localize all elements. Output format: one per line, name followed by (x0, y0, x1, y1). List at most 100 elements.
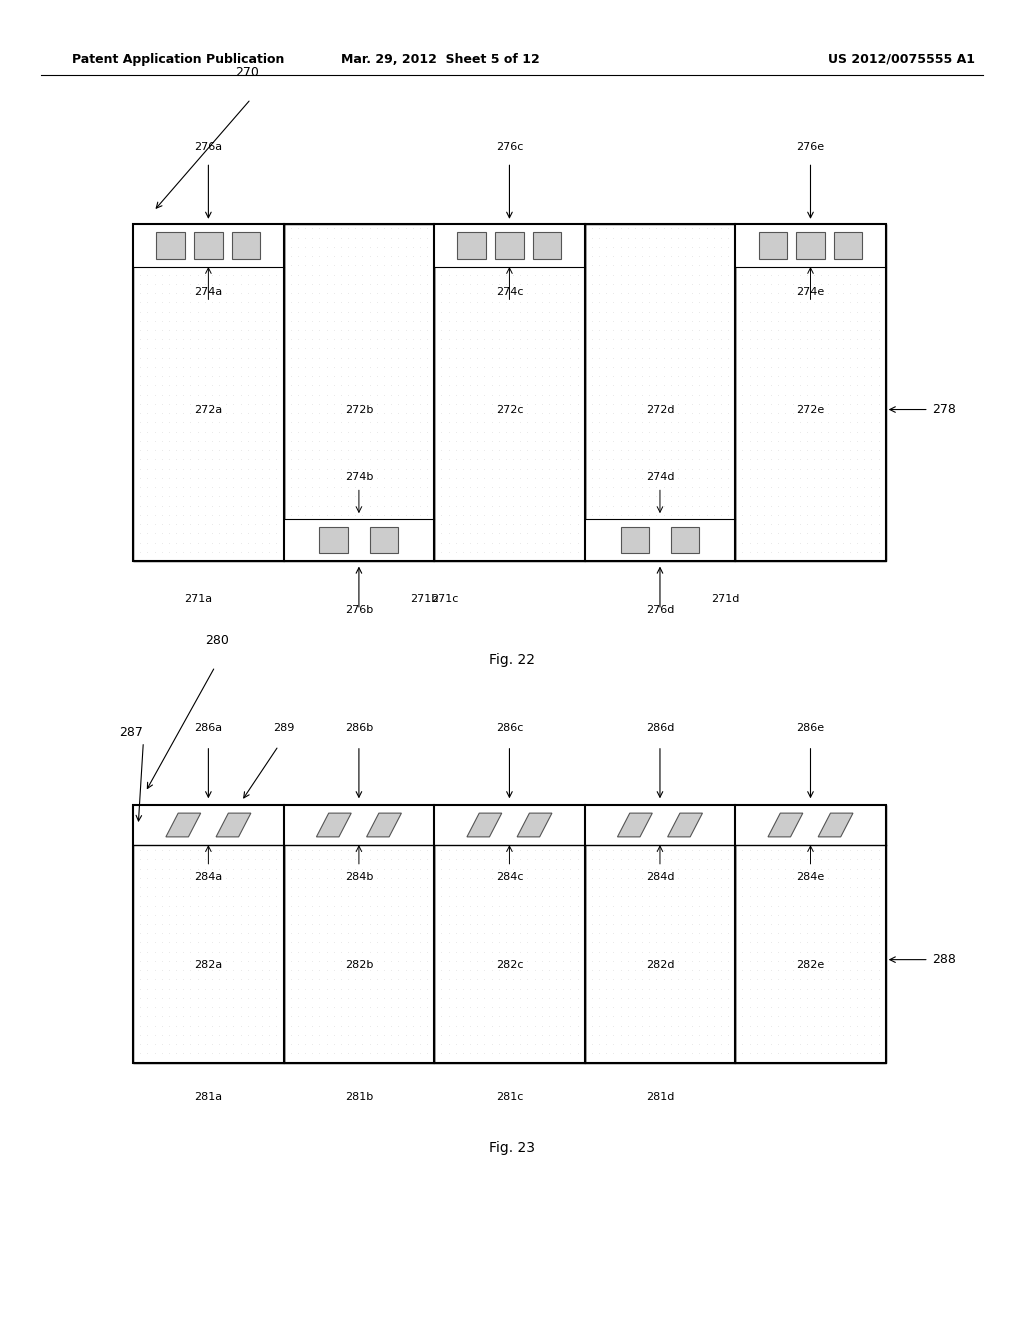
Point (720, 366, 736, 387)
Point (799, 803, 815, 824)
Point (641, 513, 657, 535)
Point (490, 541, 507, 562)
Point (763, 255, 779, 276)
Point (369, 532, 385, 553)
Point (225, 430, 242, 451)
Point (455, 347, 471, 368)
Point (189, 412, 206, 433)
Point (698, 393, 715, 414)
Point (197, 255, 213, 276)
Point (225, 403, 242, 424)
Point (498, 1015, 514, 1036)
Point (842, 513, 858, 535)
Point (318, 504, 335, 525)
Point (842, 932, 858, 953)
Point (254, 301, 270, 322)
Point (620, 941, 636, 962)
Point (376, 941, 392, 962)
Point (483, 803, 500, 824)
Point (749, 932, 765, 953)
Point (842, 1043, 858, 1064)
Point (670, 403, 686, 424)
Point (655, 840, 672, 861)
Point (519, 292, 536, 313)
Point (455, 403, 471, 424)
Point (784, 458, 801, 479)
Point (799, 301, 815, 322)
Point (756, 319, 772, 341)
Point (483, 1024, 500, 1045)
Point (562, 477, 579, 498)
Point (519, 319, 536, 341)
Point (706, 458, 722, 479)
Point (404, 876, 421, 898)
Point (605, 227, 622, 248)
Point (311, 449, 328, 470)
Point (290, 840, 306, 861)
Point (268, 1024, 285, 1045)
Point (146, 532, 163, 553)
Point (806, 867, 822, 888)
Point (634, 329, 650, 350)
Point (763, 430, 779, 451)
Bar (434, 805, 585, 1063)
Point (849, 227, 865, 248)
Point (562, 1015, 579, 1036)
Point (161, 913, 177, 935)
Point (440, 803, 457, 824)
Point (232, 301, 249, 322)
Point (670, 803, 686, 824)
Point (397, 384, 414, 405)
Point (469, 458, 485, 479)
Point (433, 821, 450, 842)
Point (462, 821, 478, 842)
Point (799, 440, 815, 461)
Point (218, 941, 234, 962)
Point (218, 366, 234, 387)
Point (534, 858, 550, 879)
Point (139, 941, 156, 962)
Point (376, 932, 392, 953)
Point (211, 273, 227, 294)
Point (627, 384, 643, 405)
Point (799, 495, 815, 516)
Point (175, 960, 191, 981)
Point (519, 218, 536, 239)
Point (490, 532, 507, 553)
Point (361, 477, 378, 498)
Point (777, 513, 794, 535)
Point (856, 282, 872, 304)
Text: Fig. 22: Fig. 22 (489, 653, 535, 667)
Point (218, 969, 234, 990)
Point (698, 467, 715, 488)
Point (842, 310, 858, 331)
Point (175, 978, 191, 999)
Point (806, 913, 822, 935)
Point (734, 978, 751, 999)
Point (856, 430, 872, 451)
Point (569, 858, 586, 879)
Point (591, 421, 607, 442)
Point (792, 932, 808, 953)
Point (132, 486, 148, 507)
Point (498, 347, 514, 368)
Point (670, 532, 686, 553)
Point (154, 1024, 170, 1045)
Point (763, 366, 779, 387)
Bar (284, 519, 434, 561)
Point (591, 532, 607, 553)
Point (369, 301, 385, 322)
Point (154, 218, 170, 239)
Point (146, 513, 163, 535)
Point (490, 876, 507, 898)
Point (777, 264, 794, 285)
Point (483, 1015, 500, 1036)
Point (247, 523, 263, 544)
Point (598, 960, 614, 981)
Point (132, 969, 148, 990)
Point (706, 486, 722, 507)
Point (261, 513, 278, 535)
Point (870, 1024, 887, 1045)
Point (698, 236, 715, 257)
Point (512, 895, 528, 916)
